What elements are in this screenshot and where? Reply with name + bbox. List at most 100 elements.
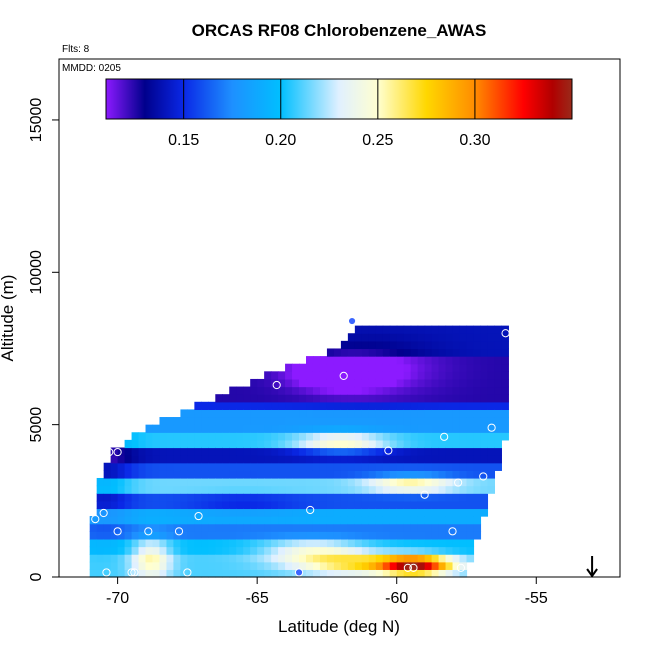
heatmap-cell (319, 554, 328, 563)
heatmap-cell (389, 356, 398, 365)
heatmap-cell (299, 531, 307, 540)
heatmap-cell (417, 508, 426, 517)
heatmap-cell (292, 462, 300, 471)
heatmap-cell (459, 493, 468, 502)
sample-point (403, 563, 412, 572)
heatmap-cell (403, 348, 412, 357)
heatmap-cell (271, 538, 279, 548)
heatmap-cell (389, 470, 398, 479)
heatmap-cell (229, 447, 237, 456)
heatmap-cell (306, 500, 314, 510)
heatmap-cell (466, 356, 475, 365)
heatmap-cell (138, 508, 147, 517)
heatmap-cell (208, 500, 216, 510)
heatmap-cell (292, 401, 300, 411)
arrow-head (586, 568, 598, 578)
heatmap-cell (410, 371, 419, 380)
heatmap-cell (285, 538, 293, 548)
heatmap-cell (312, 523, 321, 532)
heatmap-cell (501, 394, 509, 403)
x-tick-label: -55 (525, 590, 548, 607)
heatmap-cell (103, 523, 112, 532)
heatmap-cell (424, 356, 433, 365)
heatmap-cell (312, 432, 321, 441)
heatmap-cell (340, 462, 349, 471)
heatmap-cell (250, 508, 258, 517)
heatmap-cell (138, 538, 147, 548)
heatmap-cell (264, 523, 272, 532)
heatmap-cell (326, 356, 335, 365)
heatmap-cell (403, 340, 412, 350)
y-tick-label: 5000 (28, 407, 45, 443)
sample-point (448, 527, 457, 536)
heatmap-cell (145, 462, 154, 471)
heatmap-cell (410, 325, 419, 334)
heatmap-cell (201, 409, 209, 418)
heatmap-cell (208, 424, 216, 433)
heatmap-cell (354, 470, 363, 479)
heatmap-cell (431, 417, 440, 426)
heatmap-cell (396, 477, 405, 487)
heatmap-cell (306, 409, 314, 418)
heatmap-cell (347, 356, 356, 365)
heatmap-cell (361, 417, 370, 426)
heatmap-cell (368, 363, 377, 372)
sample-point (384, 446, 393, 455)
heatmap-cell (292, 424, 300, 433)
heatmap-cell (236, 439, 244, 449)
heatmap-cell (271, 439, 279, 449)
heatmap-cell (257, 531, 265, 540)
heatmap-cell (285, 401, 293, 411)
heatmap-cell (222, 401, 230, 411)
heatmap-cell (389, 386, 398, 395)
heatmap-cell (466, 325, 475, 334)
heatmap-cell (229, 409, 237, 418)
heatmap-cell (452, 523, 461, 532)
heatmap-cell (173, 554, 182, 563)
heatmap-cell (306, 546, 314, 555)
heatmap-cell (382, 363, 391, 372)
heatmap-cell (396, 546, 405, 555)
heatmap-cell (368, 340, 377, 350)
heatmap-cell (424, 371, 433, 380)
heatmap-cell (389, 371, 398, 380)
heatmap-cell (103, 493, 112, 502)
heatmap-cell (250, 554, 258, 563)
heatmap-cell (124, 477, 133, 487)
sample-point (306, 505, 315, 515)
heatmap-cell (382, 394, 391, 403)
heatmap-cell (417, 363, 426, 372)
heatmap-cell (452, 477, 461, 487)
heatmap-cell (222, 394, 230, 403)
heatmap-cell (354, 439, 363, 449)
heatmap-cell (431, 538, 440, 548)
heatmap-cell (347, 538, 356, 548)
heatmap-cell (403, 493, 412, 502)
heatmap-cell (410, 417, 419, 426)
heatmap-cell (271, 485, 279, 494)
heatmap-cell (201, 447, 209, 456)
heatmap-cell (410, 500, 419, 510)
heatmap-cell (306, 417, 314, 426)
heatmap-cell (445, 386, 454, 395)
heatmap-cell (424, 561, 433, 570)
heatmap-cell (431, 401, 440, 411)
heatmap-cell (264, 516, 272, 525)
heatmap-cell (403, 508, 412, 517)
heatmap-cell (361, 554, 370, 563)
heatmap-cell (459, 424, 468, 433)
heatmap-cell (452, 569, 461, 578)
heatmap-cell (347, 523, 356, 532)
heatmap-cell (180, 417, 188, 426)
heatmap-cell (396, 569, 405, 578)
sample-point (113, 447, 122, 457)
heatmap-cell (382, 569, 391, 578)
heatmap-cell (347, 554, 356, 563)
heatmap-cell (292, 538, 300, 548)
heatmap-cell (215, 569, 223, 578)
heatmap-cell (431, 348, 440, 357)
heatmap-cell (466, 546, 475, 555)
heatmap-cell (110, 538, 119, 548)
heatmap-cell (340, 561, 349, 570)
heatmap-cell (306, 554, 314, 563)
